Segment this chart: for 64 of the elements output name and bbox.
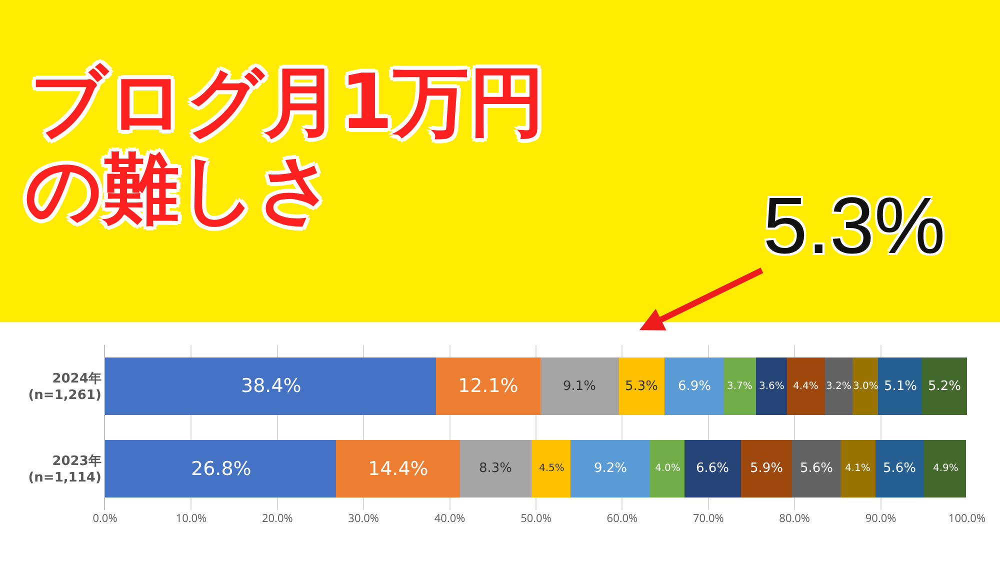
bar [786,357,825,416]
bar [792,440,840,498]
y-tick-label: 2024年 (n=1,261) [28,371,102,404]
bar [460,440,532,498]
data-label: 26.8% [191,458,252,480]
x-tick-label: 100.0% [948,511,986,526]
data-label: 3.7% [727,381,752,392]
bar [436,357,540,416]
data-label: 4.9% [933,463,958,474]
bar [336,440,460,498]
data-label: 3.6% [759,381,784,392]
data-label: 4.1% [845,463,870,474]
text: 5.3% [763,181,946,270]
bar [840,440,876,498]
bar [724,357,756,416]
data-label: 5.3% [625,379,658,394]
data-label: 3.2% [826,381,852,392]
bar [924,440,966,498]
x-tick-label: 90.0% [865,511,896,526]
bar [650,440,684,498]
x-tick-label: 70.0% [692,511,724,526]
bar [684,440,742,498]
chart-title: ブログ月1万円 [30,56,545,146]
bar [618,357,664,416]
data-label: 6.9% [678,379,712,394]
data-label: 3.0% [853,381,878,392]
data-label: 9.2% [594,461,628,476]
data-label: 4.4% [793,381,818,392]
bar [878,357,922,416]
bar [664,357,724,416]
data-label: 12.1% [458,375,518,397]
bar [922,357,967,416]
x-tick-label: 60.0% [606,511,638,526]
bar [741,440,792,498]
bar [105,440,336,498]
data-label: 4.5% [539,463,564,474]
x-tick-label: 30.0% [348,511,380,526]
data-label: 5.6% [800,461,834,476]
data-label: 4.0% [655,463,680,474]
data-label: 5.6% [883,461,916,476]
bar [876,440,924,498]
data-label: 9.1% [563,379,596,394]
x-tick-label: 10.0% [176,511,207,526]
data-label: 5.9% [750,461,784,476]
x-tick-label: 50.0% [520,511,552,526]
bar [570,440,650,498]
bar [105,357,436,416]
data-label: 5.2% [928,379,962,394]
x-tick-label: 0.0% [92,511,118,526]
data-label: 6.6% [696,461,730,476]
data-label: 8.3% [479,461,512,476]
chart-subtitle: の難しさ [25,144,335,233]
bar [540,357,619,416]
bar [532,440,570,498]
x-tick-label: 80.0% [779,511,810,526]
data-label: 5.1% [884,379,918,394]
y-tick-label: 2023年 (n=1,114) [28,454,102,486]
x-tick-label: 20.0% [262,511,293,526]
bar [824,357,852,416]
x-tick-label: 40.0% [434,511,466,526]
bar [852,357,878,416]
data-label: 14.4% [368,458,428,480]
data-label: 38.4% [241,375,302,397]
bar [756,357,787,416]
